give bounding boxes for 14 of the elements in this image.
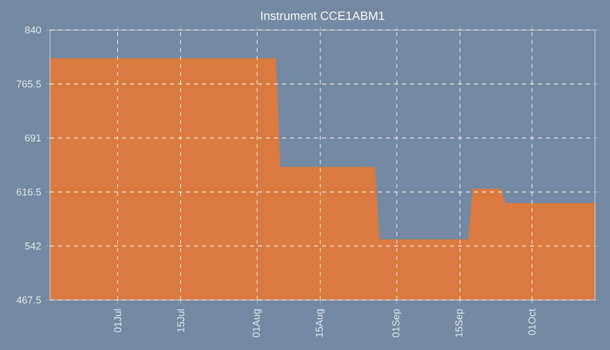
x-tick-label: 01Jul [114,309,122,332]
x-tick-label: 01Oct [528,308,536,335]
x-tick-label: 15Sep [455,309,464,337]
chart-title: Instrument CCE1ABM1 [261,11,384,20]
x-tick-label: 15Aug [316,309,325,337]
x-tick-label: 15Jul [176,309,184,332]
y-tick-label: 840 [25,26,41,34]
x-tick-label: 01Sep [392,309,402,338]
y-tick-label: 616.5 [16,188,41,196]
y-tick-label: 467.5 [16,296,41,304]
y-tick-label: 691 [25,134,41,142]
y-tick-label: 542 [25,242,41,250]
y-tick-label: 765.5 [16,80,41,88]
x-tick-label: 01Aug [252,309,262,338]
